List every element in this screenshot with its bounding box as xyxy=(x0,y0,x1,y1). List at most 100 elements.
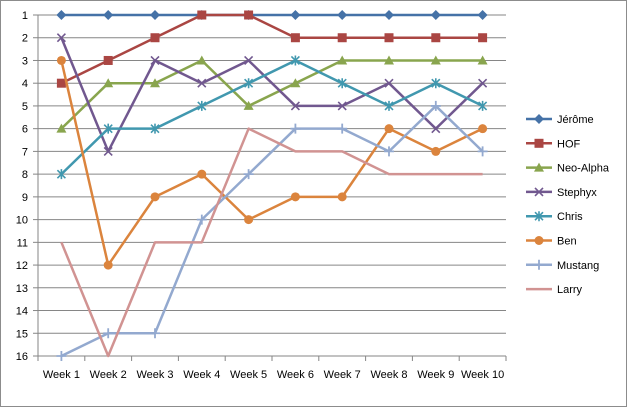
data-point xyxy=(150,55,160,66)
legend-label: Larry xyxy=(557,284,583,296)
data-point xyxy=(430,10,441,20)
data-point xyxy=(243,169,254,180)
legend-marker xyxy=(534,187,544,197)
data-point xyxy=(150,123,160,134)
data-point xyxy=(150,33,160,43)
data-point xyxy=(337,101,347,111)
data-point xyxy=(56,123,67,133)
y-tick-label: 12 xyxy=(16,260,28,272)
y-tick-label: 5 xyxy=(22,101,28,113)
data-point xyxy=(431,78,441,89)
x-tick-label: Week 4 xyxy=(183,369,220,381)
data-point xyxy=(56,169,66,180)
gridlines xyxy=(33,14,507,361)
data-point xyxy=(244,215,254,225)
data-point xyxy=(384,55,394,65)
y-tick-label: 2 xyxy=(22,33,28,45)
data-point xyxy=(478,124,488,134)
legend-label: HOF xyxy=(557,138,581,150)
data-point xyxy=(384,124,394,134)
data-point xyxy=(56,33,66,43)
x-tick-label: Week 10 xyxy=(461,369,504,381)
data-point xyxy=(290,55,300,66)
legend-label: Mustang xyxy=(557,260,599,272)
data-point xyxy=(478,78,488,88)
legend-item-ben: Ben xyxy=(526,236,577,248)
data-point xyxy=(197,78,207,88)
data-point xyxy=(337,33,347,43)
data-point xyxy=(197,100,207,111)
y-tick-label: 13 xyxy=(16,283,28,295)
legend-label: Chris xyxy=(557,211,583,223)
y-tick-label: 14 xyxy=(16,306,28,318)
data-point xyxy=(384,33,394,43)
data-point xyxy=(384,78,394,88)
series-lines xyxy=(56,10,488,361)
legend-item-chris: Chris xyxy=(526,211,583,223)
data-point xyxy=(337,123,348,134)
x-tick-label: Week 6 xyxy=(277,369,314,381)
data-point xyxy=(56,10,67,20)
y-tick-label: 10 xyxy=(16,215,28,227)
data-point xyxy=(197,169,207,179)
series-mustang xyxy=(56,100,488,361)
legend-marker xyxy=(534,211,544,222)
legend: Jérôme HOF Neo-Alpha Stephyx Chris Ben Mustang… xyxy=(526,114,610,296)
data-point xyxy=(384,146,394,157)
data-point xyxy=(244,78,254,89)
legend-item-jerome: Jérôme xyxy=(526,114,594,126)
data-point xyxy=(477,55,488,65)
series-line xyxy=(60,59,484,176)
data-point xyxy=(477,146,488,157)
data-point xyxy=(290,123,301,134)
series-line xyxy=(60,13,483,85)
data-point xyxy=(56,55,66,65)
data-point xyxy=(103,260,113,270)
data-point xyxy=(56,78,66,88)
data-point xyxy=(244,55,254,66)
y-tick-label: 4 xyxy=(22,78,28,90)
y-tick-label: 9 xyxy=(22,192,28,204)
data-point xyxy=(103,328,114,339)
data-point xyxy=(337,10,348,20)
x-tick-label: Week 3 xyxy=(136,369,173,381)
series-neo-alpha xyxy=(56,55,488,133)
data-point xyxy=(244,10,254,20)
data-point xyxy=(290,192,300,202)
y-tick-label: 15 xyxy=(16,328,28,340)
data-point xyxy=(150,78,160,88)
x-tick-label: Week 1 xyxy=(43,369,80,381)
y-tick-label: 1 xyxy=(22,10,28,22)
data-point xyxy=(150,10,160,20)
legend-label: Jérôme xyxy=(557,114,594,126)
data-point xyxy=(478,100,488,111)
data-point xyxy=(103,78,114,88)
data-point xyxy=(384,10,394,20)
x-tick-label: Week 5 xyxy=(230,369,267,381)
y-tick-label: 16 xyxy=(16,351,28,363)
legend-item-hof: HOF xyxy=(526,138,581,150)
data-point xyxy=(477,10,488,20)
data-point xyxy=(431,33,441,43)
y-tick-label: 3 xyxy=(22,55,28,67)
series-jerome xyxy=(56,10,488,20)
data-point xyxy=(431,124,441,134)
series-line xyxy=(60,59,483,130)
data-point xyxy=(431,146,441,156)
data-point xyxy=(337,192,347,202)
legend-item-stephyx: Stephyx xyxy=(526,187,597,199)
series-chris xyxy=(56,55,488,180)
x-tick-label: Week 7 xyxy=(324,369,361,381)
y-tick-label: 7 xyxy=(22,146,28,158)
series-line xyxy=(60,127,483,358)
legend-item-mustang: Mustang xyxy=(526,260,599,272)
x-tick-label: Week 2 xyxy=(90,369,127,381)
legend-item-larry: Larry xyxy=(526,284,583,296)
series-stephyx xyxy=(56,33,488,156)
data-point xyxy=(337,55,348,65)
legend-marker xyxy=(534,138,544,148)
series-line xyxy=(60,104,484,358)
legend-item-neo-alpha: Neo-Alpha xyxy=(526,162,610,175)
